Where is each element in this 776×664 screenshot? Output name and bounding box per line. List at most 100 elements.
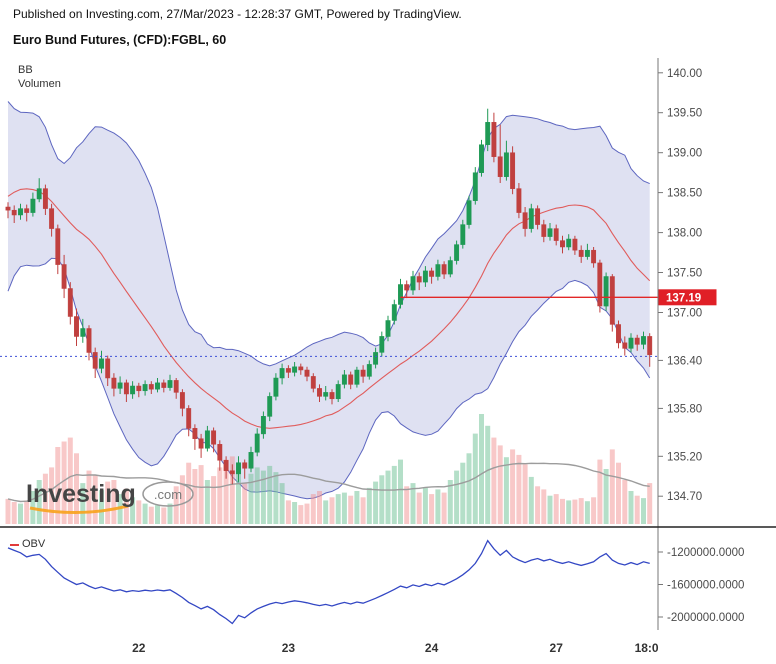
watermark-com: .com	[154, 487, 182, 502]
candle-body	[136, 385, 142, 392]
candle-body	[647, 336, 653, 356]
candle-body	[547, 228, 553, 237]
watermark-com-ellipse	[142, 481, 194, 507]
volume-bar	[641, 498, 646, 524]
volume-bar	[391, 465, 397, 524]
candle-body	[99, 358, 104, 369]
volume-bar	[192, 469, 198, 524]
candle-body	[142, 384, 148, 392]
indicator-label-volume[interactable]: Volumen	[18, 78, 61, 90]
candle-body	[503, 152, 509, 177]
candle-body	[566, 238, 572, 248]
watermark-name: Investing	[26, 480, 136, 508]
candle-body	[578, 249, 584, 257]
indicator-label-obv[interactable]: OBV	[10, 538, 45, 551]
candle-body	[279, 368, 285, 379]
candle-body	[528, 208, 534, 229]
volume-bar	[553, 494, 559, 524]
volume-bar	[566, 500, 572, 524]
obv-tick-label: -1200000.0000	[667, 547, 744, 559]
volume-bar	[634, 495, 640, 524]
candle-body	[628, 337, 634, 349]
candle-body	[535, 208, 541, 225]
volume-bar	[541, 489, 547, 524]
volume-bar	[404, 486, 410, 524]
candle-body	[597, 262, 603, 307]
volume-bar	[161, 507, 167, 524]
candle-body	[24, 208, 30, 213]
volume-bar	[503, 457, 509, 524]
volume-bar	[223, 459, 229, 524]
bb-upper-line	[7, 101, 650, 367]
candle-body	[348, 374, 354, 385]
volume-bar	[466, 453, 472, 524]
volume-bar	[609, 449, 615, 524]
candles[interactable]	[5, 108, 653, 485]
candle-body	[304, 369, 310, 377]
time-tick-label: 22	[132, 641, 146, 655]
time-tick-label: 27	[550, 641, 564, 655]
candle-body	[49, 208, 55, 229]
candle-body	[510, 152, 516, 189]
candle-body	[622, 342, 628, 349]
candle-body	[273, 377, 279, 397]
volume-bar	[360, 497, 366, 524]
candle-body	[223, 460, 229, 471]
bb-lower-line	[7, 257, 651, 500]
indicator-label-bb[interactable]: BB	[18, 64, 33, 76]
volume-bar	[584, 501, 590, 524]
candle-body	[123, 382, 129, 395]
candle-body	[616, 324, 621, 344]
volume-bar	[242, 483, 248, 524]
volume-bar	[136, 500, 142, 524]
volume-bar	[516, 454, 522, 524]
volume-bar	[560, 498, 565, 524]
candle-body	[260, 416, 266, 435]
candle-body	[341, 374, 347, 385]
volume-bar	[622, 480, 628, 524]
candle-body	[429, 270, 435, 277]
candle-body	[161, 382, 167, 388]
volume-bar	[236, 469, 241, 524]
candle-body	[404, 284, 410, 291]
obv-line	[7, 539, 650, 625]
volume-bar	[435, 489, 441, 524]
volume-bar	[441, 492, 447, 524]
candle-body	[86, 328, 92, 353]
candle-body	[248, 452, 254, 469]
volume-bar	[304, 503, 310, 524]
volume-bar	[603, 469, 609, 524]
volume-bar	[522, 464, 528, 524]
candle-body	[416, 276, 422, 283]
candle-body	[211, 430, 217, 445]
volume-bar	[385, 470, 391, 524]
candle-body	[55, 228, 61, 265]
volume-bar	[36, 480, 42, 524]
volume-bar	[647, 483, 653, 524]
volume-bar	[317, 491, 322, 524]
investing-watermark: Investing .com	[26, 480, 194, 514]
candle-body	[398, 284, 403, 305]
volume-bar	[80, 483, 86, 524]
volume-bar	[323, 500, 329, 524]
candle-body	[42, 188, 48, 209]
volume-bar	[329, 497, 335, 524]
volume-bar	[130, 497, 136, 524]
candle-body	[198, 438, 204, 449]
candle-body	[36, 188, 42, 200]
price-tick-label: 139.50	[667, 108, 702, 120]
candle-body	[74, 316, 79, 337]
volume-bar	[105, 481, 111, 524]
bb-fill	[8, 101, 650, 499]
candle-body	[61, 264, 67, 289]
candle-body	[329, 392, 335, 400]
candle-body	[572, 238, 578, 251]
axes[interactable]: 140.00 139.50 139.00 138.50 138.00 137.50 137.…	[0, 58, 776, 655]
volume-bar	[198, 465, 204, 524]
candle-body	[167, 380, 173, 388]
time-tick-label: 23	[282, 641, 296, 655]
volume-bar	[285, 500, 291, 524]
volume-bar	[67, 437, 73, 524]
candle-body	[310, 376, 316, 389]
